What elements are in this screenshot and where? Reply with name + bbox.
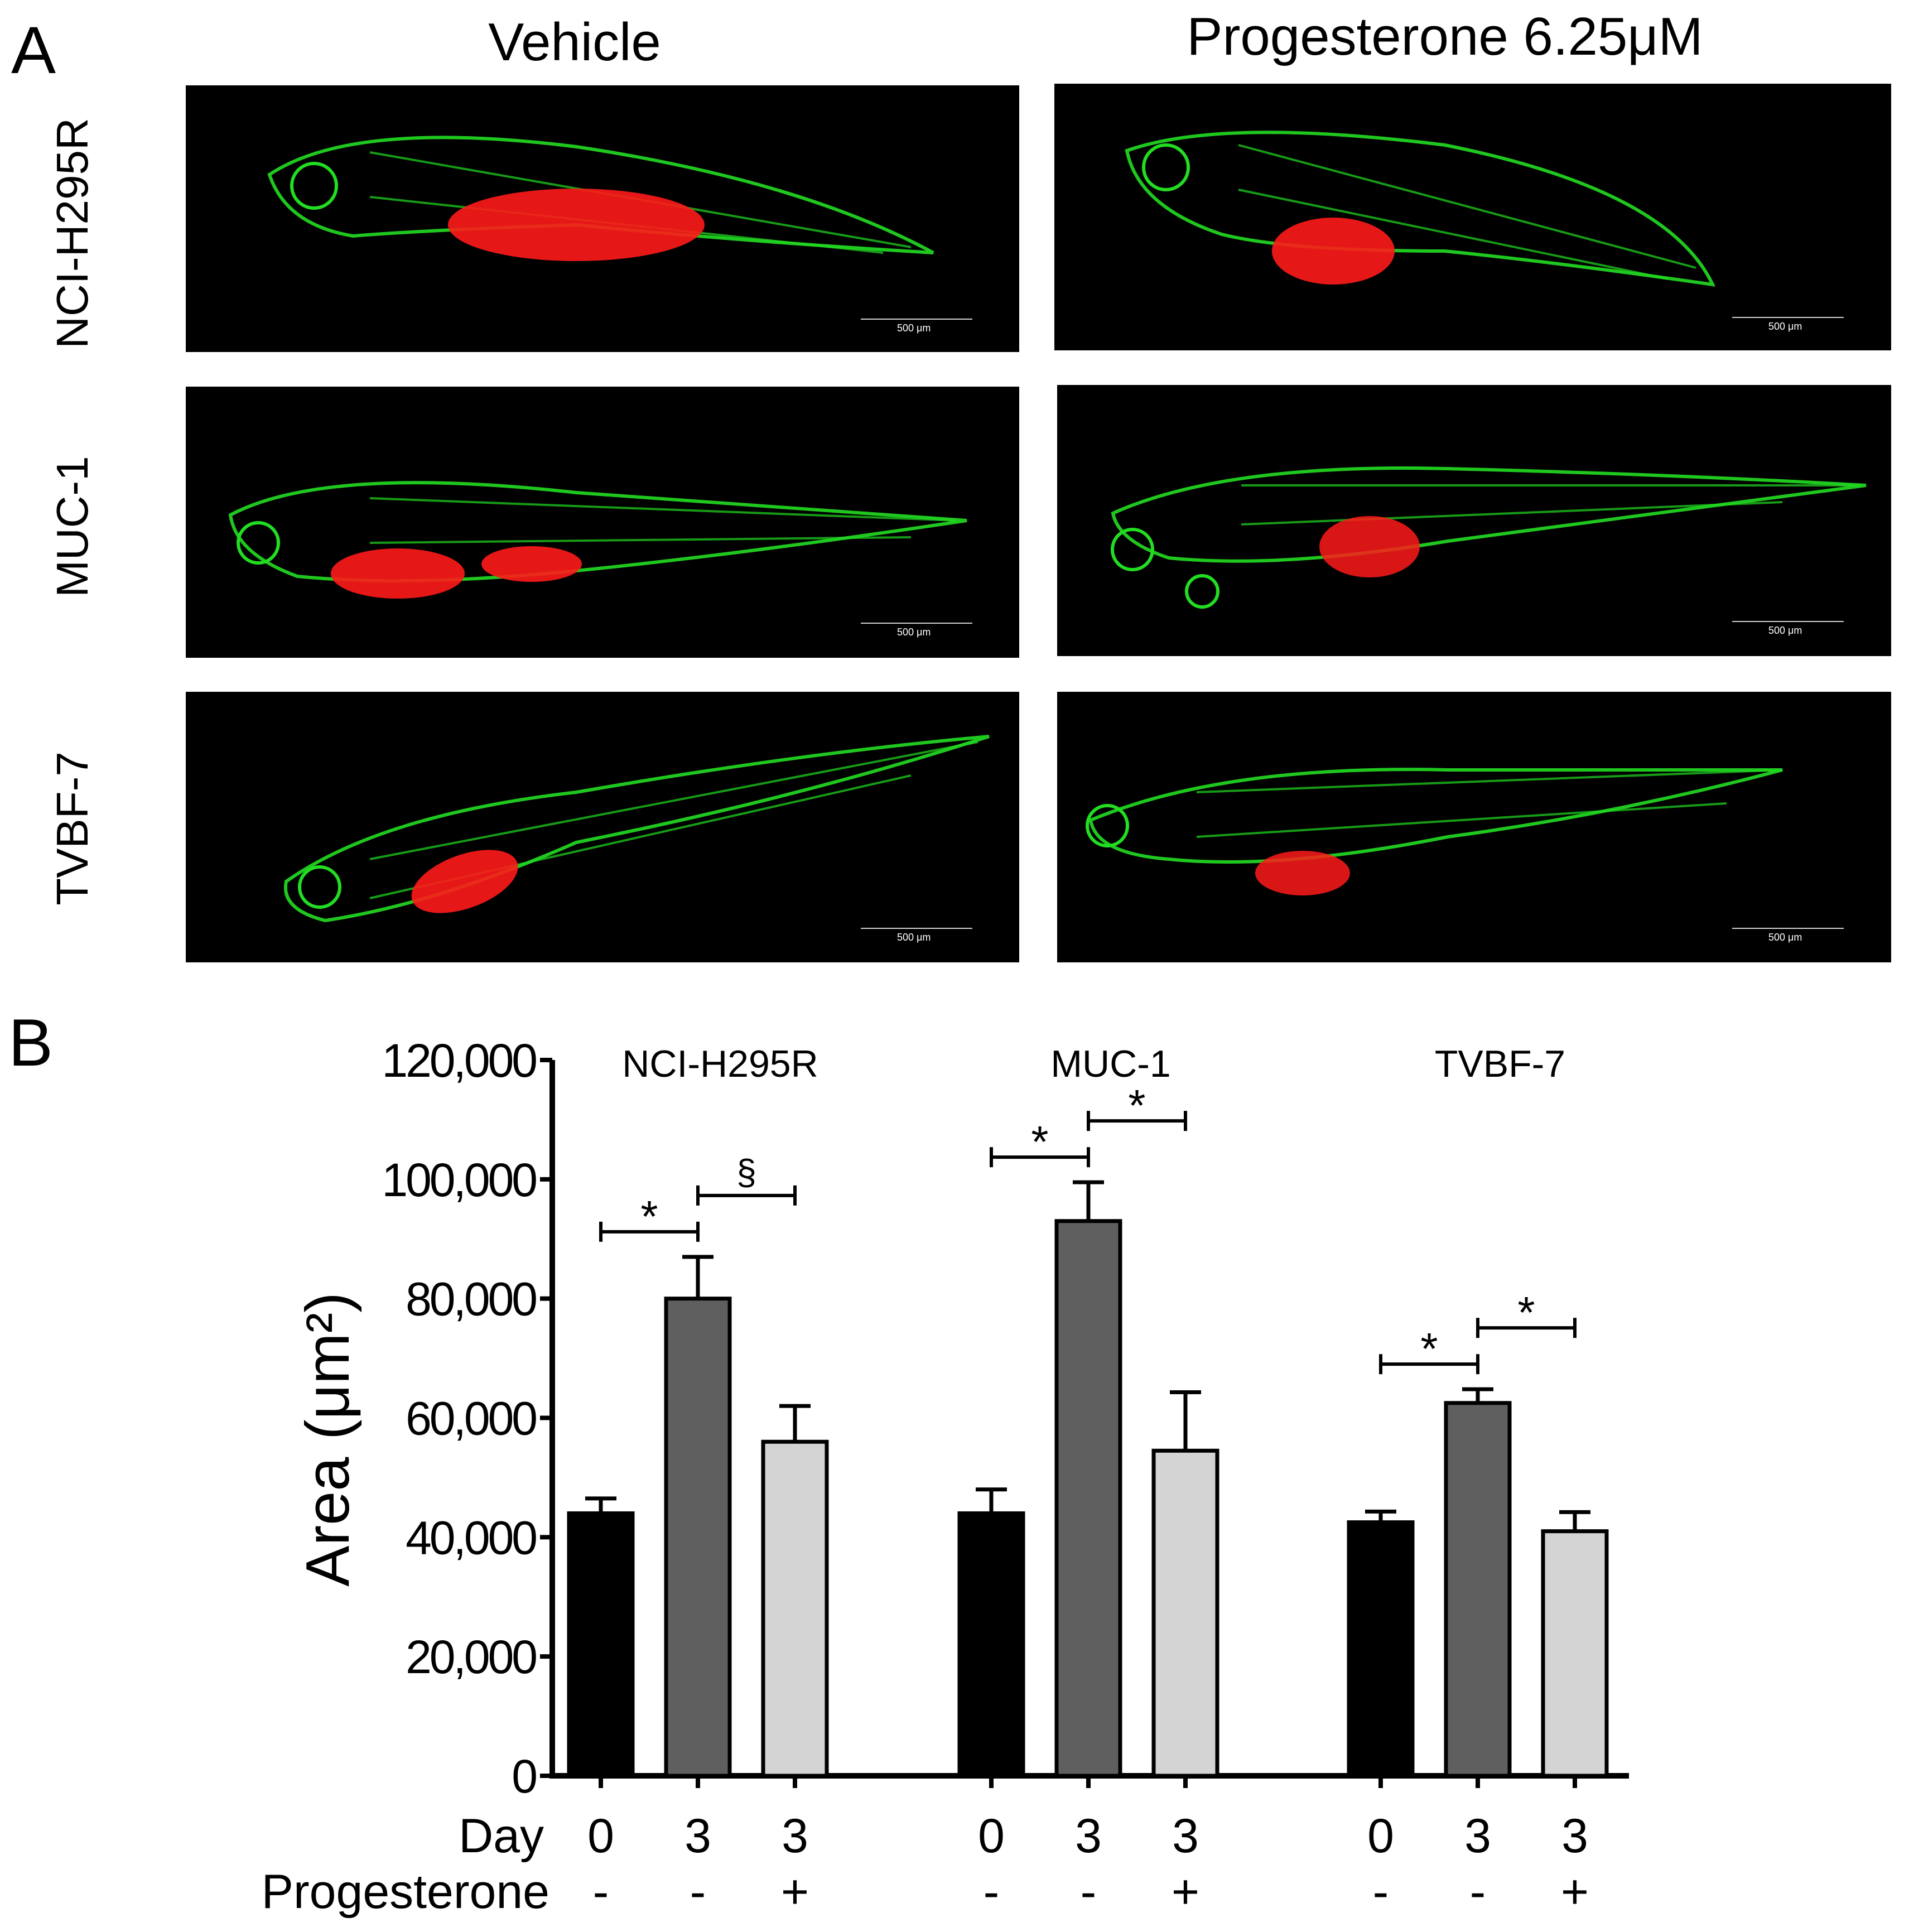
progesterone-label: -	[1373, 1865, 1389, 1919]
micrograph-progesterone-muc-1: 500 μm	[1057, 385, 1891, 656]
progesterone-label: -	[1081, 1865, 1097, 1919]
zebrafish-image	[267, 136, 934, 261]
y-tick-label: 0	[512, 1750, 536, 1803]
scale-bar	[861, 319, 972, 320]
zebrafish-image	[1125, 131, 1716, 287]
micrograph-vehicle-muc-1: 500 μm	[186, 387, 1019, 658]
progesterone-label: -	[1470, 1865, 1486, 1919]
scale-bar-label: 500 μm	[1768, 932, 1802, 943]
scale-bar	[861, 928, 972, 929]
zebrafish-image	[1111, 466, 1867, 609]
group-title: TVBF-7	[1435, 1043, 1565, 1085]
bar	[1444, 1401, 1512, 1778]
y-tick-label: 20,000	[406, 1631, 536, 1683]
row-label-day: Day	[459, 1809, 544, 1863]
progesterone-label: -	[690, 1865, 706, 1919]
significance-symbol: *	[640, 1192, 658, 1241]
y-tick-label: 60,000	[406, 1393, 536, 1445]
significance-symbol: *	[1031, 1117, 1048, 1167]
day-label: 3	[1172, 1809, 1199, 1863]
bar	[1347, 1520, 1415, 1778]
progesterone-label: -	[984, 1865, 1000, 1919]
bar	[957, 1511, 1025, 1778]
micrograph-progesterone-tvbf-7: 500 μm	[1057, 692, 1891, 962]
day-label: 0	[978, 1809, 1005, 1863]
bar	[1541, 1529, 1609, 1778]
bar	[1151, 1448, 1219, 1778]
bar-chart: B Area (μm²) 0 20,000 40,000 60,000 80,000 10…	[8, 1005, 1629, 1919]
significance-symbol: §	[736, 1152, 756, 1192]
row-label-nci-h295r: NCI-H295R	[47, 118, 97, 349]
micrograph-vehicle-tvbf-7: 500 μm	[186, 692, 1019, 962]
significance-symbol: *	[1517, 1288, 1535, 1337]
y-tick-label: 120,000	[382, 1034, 536, 1087]
significance-symbol: *	[1128, 1081, 1145, 1130]
panel-letter-b: B	[8, 1005, 53, 1080]
day-label: 3	[1561, 1809, 1588, 1863]
progesterone-label: +	[1172, 1865, 1199, 1919]
group-title: MUC-1	[1050, 1043, 1170, 1085]
progesterone-label: +	[781, 1865, 809, 1919]
column-title-vehicle: Vehicle	[488, 12, 661, 72]
scale-bar	[1732, 317, 1844, 318]
day-label: 3	[684, 1809, 711, 1863]
scale-bar-label: 500 μm	[897, 932, 931, 943]
row-label-muc-1: MUC-1	[47, 456, 97, 598]
day-label: 0	[587, 1809, 614, 1863]
row-label-progesterone: Progesterone	[262, 1865, 549, 1919]
scale-bar-label: 500 μm	[1768, 625, 1802, 636]
day-label: 3	[1464, 1809, 1491, 1863]
bar	[761, 1439, 829, 1778]
scale-bar-label: 500 μm	[1768, 321, 1802, 332]
row-label-tvbf-7: TVBF-7	[47, 751, 97, 905]
panel-letter-a: A	[11, 13, 56, 88]
scale-bar	[1732, 621, 1844, 622]
scale-bar	[1732, 928, 1844, 929]
y-axis-label: Area (μm²)	[293, 1292, 362, 1587]
bar	[567, 1511, 635, 1778]
progesterone-label: +	[1561, 1865, 1589, 1919]
y-tick-label: 100,000	[382, 1154, 536, 1206]
significance-symbol: *	[1420, 1324, 1438, 1374]
scale-bar-label: 500 μm	[897, 322, 931, 334]
progesterone-label: -	[593, 1865, 609, 1919]
zebrafish-image	[283, 735, 990, 923]
scale-bar	[861, 623, 972, 624]
day-label: 3	[1075, 1809, 1102, 1863]
zebrafish-image	[228, 481, 967, 599]
y-tick-label: 80,000	[406, 1273, 536, 1326]
bar	[664, 1297, 732, 1778]
micrograph-progesterone-nci-h295r: 500 μm	[1054, 84, 1891, 350]
day-label: 3	[782, 1809, 808, 1863]
column-title-progesterone: Progesterone 6.25μM	[1187, 7, 1703, 66]
y-tick-label: 40,000	[406, 1511, 536, 1564]
scale-bar-label: 500 μm	[897, 627, 931, 638]
zebrafish-image	[1086, 768, 1783, 895]
group-title: NCI-H295R	[622, 1043, 818, 1085]
day-label: 0	[1367, 1809, 1394, 1863]
bar	[1054, 1219, 1122, 1778]
micrograph-vehicle-nci-h295r: 500 μm	[186, 85, 1019, 352]
